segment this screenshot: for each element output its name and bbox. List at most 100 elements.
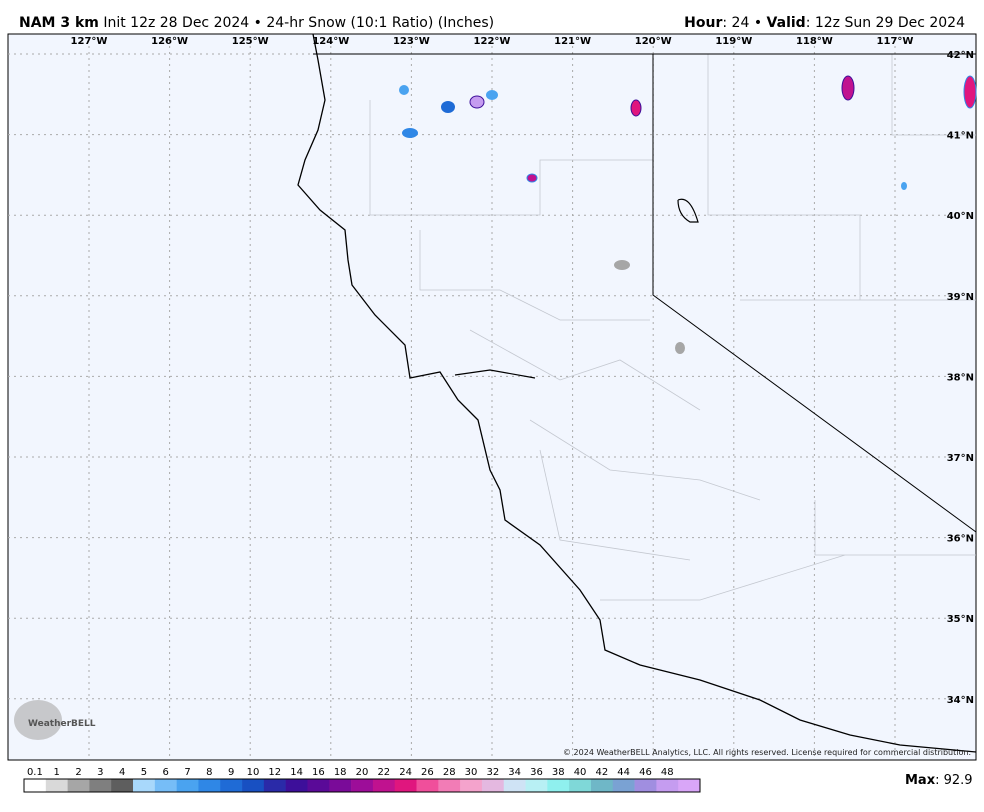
colorbar-label: 4 [119, 767, 125, 778]
logo: WeatherBELL [28, 719, 96, 729]
longitude-label: 121°W [554, 36, 591, 47]
latitude-label: 40°N [947, 211, 974, 222]
colorbar-label: 32 [486, 767, 499, 778]
colorbar-label: 26 [421, 767, 434, 778]
colorbar-swatch [198, 779, 221, 792]
latitude-label: 42°N [947, 50, 974, 61]
colorbar-swatch [481, 779, 505, 792]
colorbar-swatch [263, 779, 286, 792]
snow-area [441, 101, 455, 113]
graticule [8, 46, 948, 760]
colorbar-swatch [634, 779, 657, 792]
max-value: : 92.9 [935, 773, 972, 788]
longitude-label: 118°W [796, 36, 833, 47]
latitude-label: 38°N [947, 372, 974, 383]
copyright: © 2024 WeatherBELL Analytics, LLC. All r… [563, 748, 971, 757]
snow-area [486, 90, 498, 100]
description: Init 12z 28 Dec 2024 • 24-hr Snow (10:1 … [103, 15, 494, 31]
valid-value: : 12z Sun 29 Dec 2024 [806, 15, 965, 31]
longitude-labels: 127°W 126°W 125°W 124°W 123°W 122°W 121°W 120°W… [71, 36, 914, 47]
colorbar-swatch [307, 779, 330, 792]
colorbar-label: 9 [228, 767, 234, 778]
latitude-label: 39°N [947, 292, 974, 303]
colorbar-label: 46 [639, 767, 652, 778]
longitude-label: 123°W [393, 36, 430, 47]
colorbar-label: 42 [596, 767, 609, 778]
colorbar-label: 7 [184, 767, 190, 778]
colorbar-label: 8 [206, 767, 212, 778]
snow-area [841, 75, 855, 101]
colorbar-label: 48 [661, 767, 674, 778]
colorbar-swatch [547, 779, 570, 792]
snow-area [963, 75, 977, 109]
longitude-label: 122°W [474, 36, 511, 47]
colorbar-swatch [372, 779, 396, 792]
colorbar-label: 36 [530, 767, 543, 778]
header-right: Hour: 24 • Valid: 12z Sun 29 Dec 2024 [684, 15, 965, 31]
county-lines [369, 54, 976, 601]
colorbar-swatch [24, 779, 47, 792]
snow-areas [399, 75, 977, 354]
longitude-label: 120°W [635, 36, 672, 47]
max-label: Max [905, 773, 936, 788]
snow-area [630, 99, 642, 117]
colorbar-label: 18 [334, 767, 347, 778]
colorbar-swatch [416, 779, 439, 792]
colorbar-swatch [656, 779, 679, 792]
colorbar-swatch [45, 779, 68, 792]
latitude-label: 41°N [947, 131, 974, 142]
snow-area [675, 342, 685, 354]
colorbar-swatch [590, 779, 614, 792]
colorbar-swatch [569, 779, 592, 792]
snow-area [901, 182, 907, 190]
logo-mark [14, 700, 62, 740]
colorbar-swatch [394, 779, 417, 792]
colorbar-label: 5 [141, 767, 147, 778]
colorbar-label: 34 [508, 767, 521, 778]
colorbar-border [23, 778, 701, 793]
colorbar-swatch [111, 779, 134, 792]
colorbar-label: 28 [443, 767, 456, 778]
colorbar-label: 30 [465, 767, 478, 778]
colorbar-label: 40 [574, 767, 587, 778]
latitude-label: 36°N [947, 534, 974, 545]
colorbar-swatch [154, 779, 177, 792]
colorbar-label: 16 [312, 767, 325, 778]
colorbar-label: 0.1 [27, 767, 43, 778]
colorbar-label: 14 [290, 767, 303, 778]
colorbar-swatch [329, 779, 352, 792]
colorbar-swatch [460, 779, 483, 792]
colorbar-label: 22 [377, 767, 390, 778]
colorbar-label: 6 [163, 767, 169, 778]
colorbar-swatch [678, 779, 701, 792]
snow-area [526, 173, 538, 183]
snow-area [402, 128, 418, 138]
snow-area [399, 85, 409, 95]
colorbar: 0.1 1 2 3 4 5 6 7 8 9 10 12 14 16 18 20 22 24 26 28 30 32 34 36… [23, 767, 701, 793]
colorbar-label: 1 [54, 767, 60, 778]
latitude-label: 35°N [947, 614, 974, 625]
longitude-label: 117°W [877, 36, 914, 47]
colorbar-swatch [67, 779, 90, 792]
snow-area [469, 95, 485, 109]
colorbar-swatch [133, 779, 156, 792]
colorbar-swatch [612, 779, 635, 792]
colorbar-label: 10 [247, 767, 260, 778]
state-borders [313, 53, 977, 533]
colorbar-swatch [242, 779, 265, 792]
colorbar-label: 44 [617, 767, 630, 778]
bays-lakes [454, 198, 699, 379]
longitude-label: 126°W [151, 36, 188, 47]
coastline [297, 33, 977, 753]
latitude-labels: 42°N 41°N 40°N 39°N 38°N 37°N 36°N 35°N 34°N [947, 50, 974, 706]
longitude-label: 127°W [71, 36, 108, 47]
hour-label: Hour [684, 15, 722, 31]
hour-value: : 24 • [722, 15, 762, 31]
colorbar-label: 2 [75, 767, 81, 778]
colorbar-label: 12 [268, 767, 281, 778]
colorbar-swatch [285, 779, 308, 792]
colorbar-label: 38 [552, 767, 565, 778]
snow-area [614, 260, 630, 270]
max: Max: 92.9 [905, 773, 973, 788]
